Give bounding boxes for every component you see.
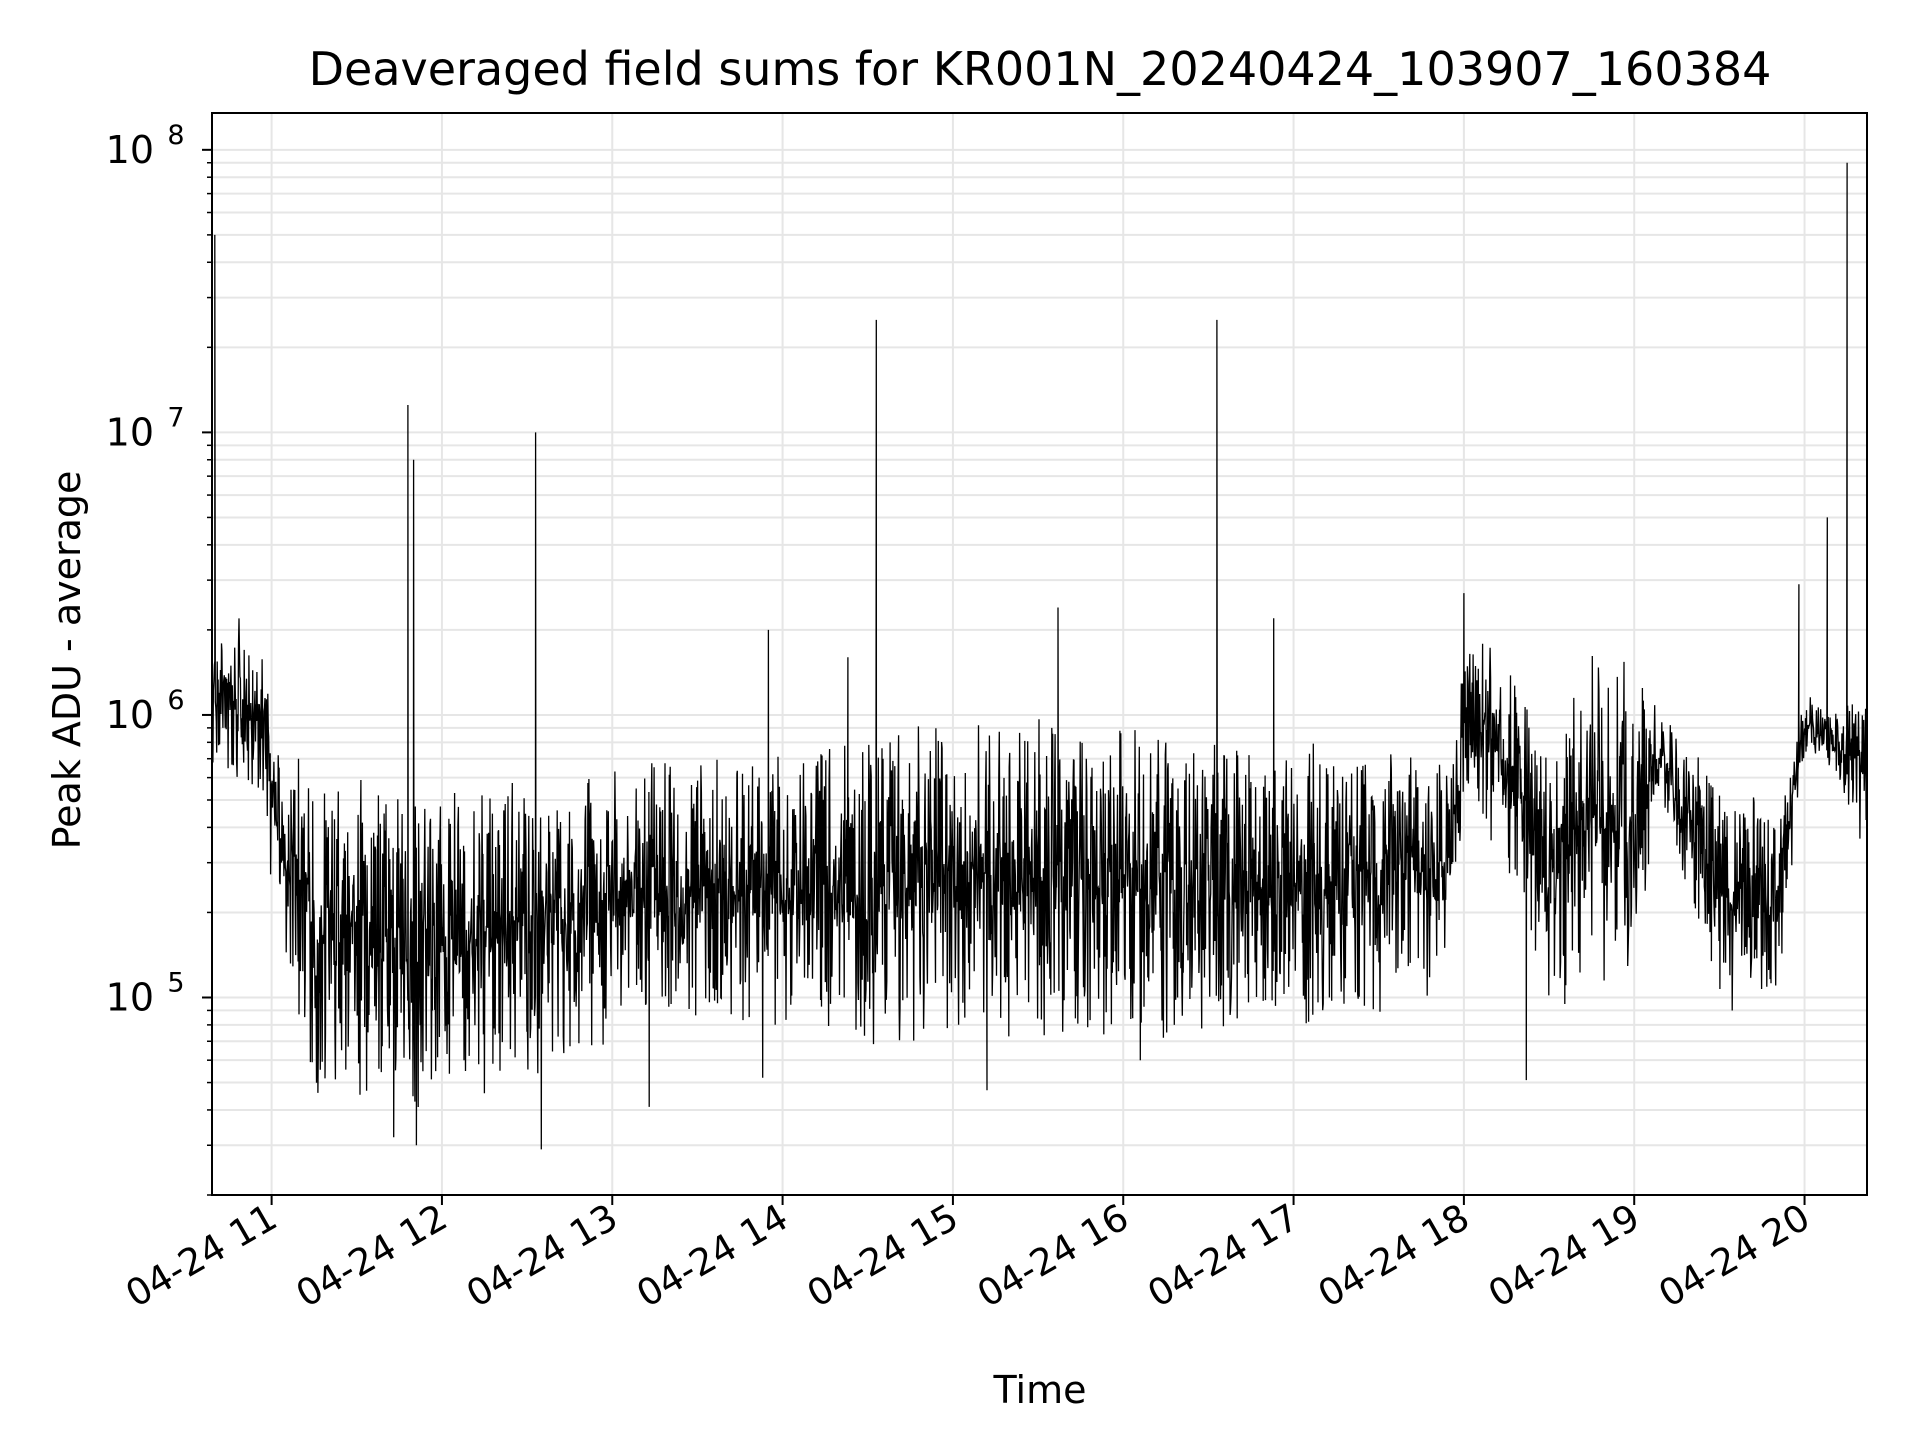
y-tick-label: 10 bbox=[106, 128, 154, 172]
series-line bbox=[211, 162, 1868, 1150]
data-series bbox=[211, 162, 1868, 1150]
major-gridlines bbox=[212, 113, 1867, 1195]
y-tick-label-exponent: 5 bbox=[167, 968, 184, 999]
y-tick-label-exponent: 6 bbox=[167, 685, 184, 716]
y-tick-label: 10 bbox=[106, 693, 154, 737]
y-tick-label-exponent: 8 bbox=[167, 120, 184, 151]
y-tick-label: 10 bbox=[106, 976, 154, 1020]
y-tick-label-exponent: 7 bbox=[167, 402, 184, 433]
y-axis-label: Peak ADU - average bbox=[45, 471, 89, 850]
y-tick-label: 10 bbox=[106, 410, 154, 454]
y-axis-ticks: 10 5 10 6 10 7 10 8 bbox=[106, 120, 212, 1196]
chart-title: Deaveraged field sums for KR001N_2024042… bbox=[309, 42, 1772, 96]
plot-frame bbox=[211, 112, 1868, 1196]
x-axis-label: Time bbox=[993, 1368, 1087, 1412]
